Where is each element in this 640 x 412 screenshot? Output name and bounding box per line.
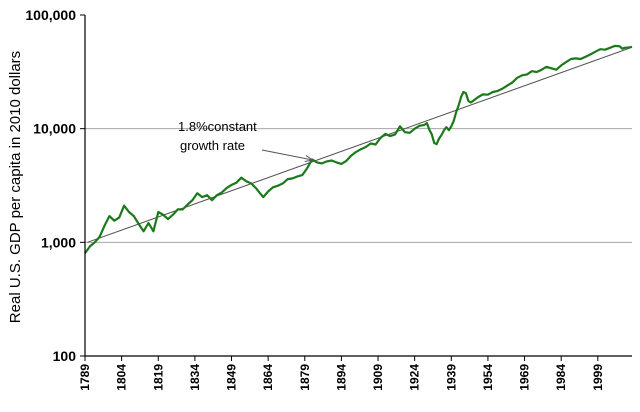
axis-layer: 100 1,000 10,000 100,000 1789 1804 1819 1834 184…: [25, 7, 632, 391]
trendline: [87, 46, 633, 243]
x-tick-label: 1894: [334, 364, 348, 391]
x-tick-label: 1849: [225, 364, 239, 391]
x-tick-label: 1819: [151, 364, 165, 391]
x-tick-label: 1909: [371, 364, 385, 391]
series-layer: [84, 44, 633, 254]
x-tick-label: 1999: [591, 364, 605, 391]
x-tick-label: 1804: [115, 364, 129, 391]
x-tick-label: 1984: [554, 364, 568, 391]
series-line-0: [84, 44, 633, 254]
annotation-line-1: 1.8%constant: [178, 119, 257, 134]
x-tick-label: 1939: [444, 364, 458, 391]
x-tick-label: 1879: [298, 364, 312, 391]
x-tick-label: 1834: [188, 364, 202, 391]
grid-layer: [85, 128, 632, 243]
annotation-line-2: growth rate: [180, 138, 245, 153]
trendline-layer: [87, 46, 633, 243]
x-tick-label: 1954: [481, 364, 495, 391]
y-tick-label: 1,000: [41, 234, 76, 250]
annotation-arrow-head: [304, 155, 314, 163]
x-tick-label: 1864: [261, 364, 275, 391]
y-tick-label: 100,000: [25, 7, 76, 23]
annotation-layer: 1.8%constant growth rate: [178, 119, 314, 163]
y-tick-label: 10,000: [33, 121, 76, 137]
x-tick-label: 1789: [78, 364, 92, 391]
y-axis-title: Real U.S. GDP per capita in 2010 dollars: [7, 51, 24, 323]
x-tick-label: 1969: [518, 364, 532, 391]
annotation-arrow-line: [261, 149, 313, 161]
x-tick-label: 1924: [408, 364, 422, 391]
y-tick-label: 100: [53, 348, 77, 364]
